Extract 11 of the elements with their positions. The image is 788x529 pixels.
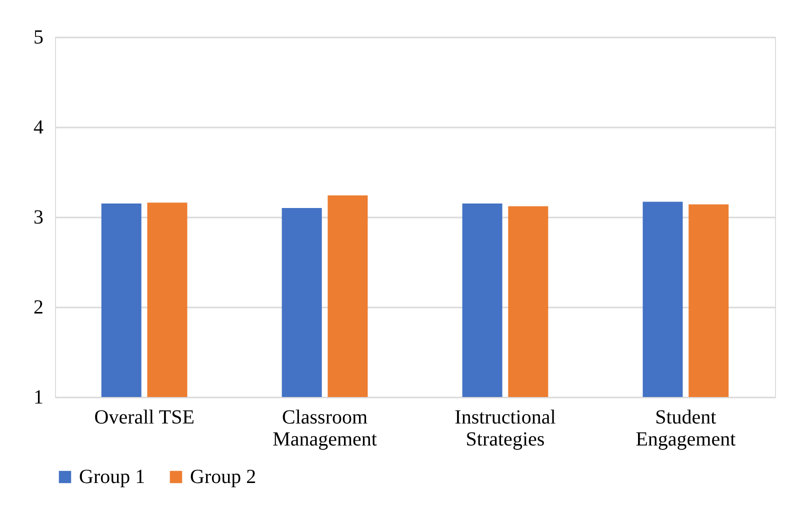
legend-label: Group 1 [79,466,146,488]
y-tick-label: 4 [34,116,44,138]
y-tick-label: 3 [34,206,44,228]
legend-label: Group 2 [190,466,256,488]
x-tick-label: Overall TSE [94,406,194,428]
x-tick-label: Classroom Management [272,406,378,450]
y-tick-label: 5 [34,26,44,48]
y-tick-label: 2 [34,296,44,318]
x-tick-label: Instructional Strategies [454,406,556,450]
y-tick-label: 1 [34,386,44,408]
x-tick-label: Student Engagement [636,406,736,450]
